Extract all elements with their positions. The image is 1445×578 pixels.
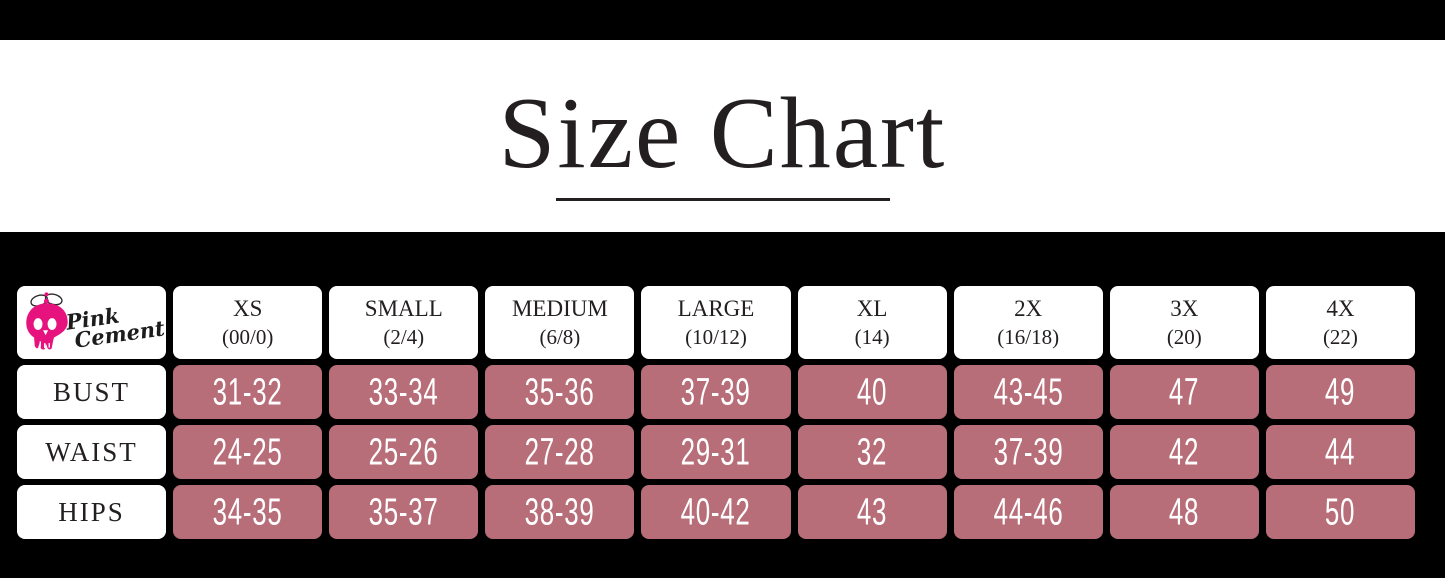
value-cell-hips-medium: 38-39 (485, 485, 635, 539)
size-name: 4X (1326, 296, 1355, 321)
value-cell-bust-3x: 47 (1109, 365, 1259, 419)
value-cell-waist-large: 29-31 (641, 425, 791, 479)
size-name: MEDIUM (511, 296, 608, 321)
value-cell-bust-2x: 43-45 (953, 365, 1103, 419)
value-cell-waist-4x: 44 (1265, 425, 1415, 479)
size-range: (16/18) (997, 325, 1060, 349)
value-cell-hips-3x: 48 (1109, 485, 1259, 539)
size-name: 2X (1014, 296, 1043, 321)
top-black-bar (0, 0, 1445, 40)
column-header-xs: XS (00/0) (173, 286, 323, 359)
size-name: XL (856, 296, 888, 321)
size-table: Pink Cement XS (00/0) SMALL (2/4) MEDIUM… (17, 286, 1415, 539)
value-cell-waist-medium: 27-28 (485, 425, 635, 479)
size-name: XS (232, 296, 263, 321)
pink-skull-logo-icon (26, 292, 68, 350)
size-range: (2/4) (383, 325, 425, 349)
column-header-xl: XL (14) (797, 286, 947, 359)
row-label-bust: BUST (17, 365, 167, 419)
value-cell-hips-small: 35-37 (329, 485, 479, 539)
brand-wordmark: Pink Cement (65, 300, 167, 354)
column-header-2x: 2X (16/18) (953, 286, 1103, 359)
value-cell-bust-medium: 35-36 (485, 365, 635, 419)
title-underline (555, 198, 890, 202)
row-label-waist: WAIST (17, 425, 167, 479)
size-range: (6/8) (539, 325, 581, 349)
column-header-large: LARGE (10/12) (641, 286, 791, 359)
column-header-medium: MEDIUM (6/8) (485, 286, 635, 359)
value-cell-waist-xs: 24-25 (173, 425, 323, 479)
value-cell-bust-xl: 40 (797, 365, 947, 419)
value-cell-waist-2x: 37-39 (953, 425, 1103, 479)
value-cell-hips-large: 40-42 (641, 485, 791, 539)
size-range: (14) (854, 325, 890, 349)
value-cell-bust-4x: 49 (1265, 365, 1415, 419)
value-cell-bust-xs: 31-32 (173, 365, 323, 419)
value-cell-waist-xl: 32 (797, 425, 947, 479)
value-cell-hips-4x: 50 (1265, 485, 1415, 539)
value-cell-bust-large: 37-39 (641, 365, 791, 419)
column-header-3x: 3X (20) (1109, 286, 1259, 359)
size-name: 3X (1170, 296, 1199, 321)
value-cell-bust-small: 33-34 (329, 365, 479, 419)
brand-logo-cell: Pink Cement (17, 286, 167, 359)
size-range: (10/12) (685, 325, 747, 349)
value-cell-hips-xs: 34-35 (173, 485, 323, 539)
value-cell-waist-3x: 42 (1109, 425, 1259, 479)
size-name: SMALL (364, 296, 443, 321)
size-range: (20) (1166, 325, 1202, 349)
column-header-4x: 4X (22) (1265, 286, 1415, 359)
row-label-hips: HIPS (17, 485, 167, 539)
size-range: (22) (1322, 325, 1358, 349)
size-table-section: Pink Cement XS (00/0) SMALL (2/4) MEDIUM… (0, 232, 1445, 578)
size-name: LARGE (677, 296, 755, 321)
title-band: Size Chart (0, 40, 1445, 232)
column-header-small: SMALL (2/4) (329, 286, 479, 359)
page-title: Size Chart (498, 77, 947, 190)
value-cell-waist-small: 25-26 (329, 425, 479, 479)
size-range: (00/0) (222, 325, 274, 349)
value-cell-hips-2x: 44-46 (953, 485, 1103, 539)
value-cell-hips-xl: 43 (797, 485, 947, 539)
